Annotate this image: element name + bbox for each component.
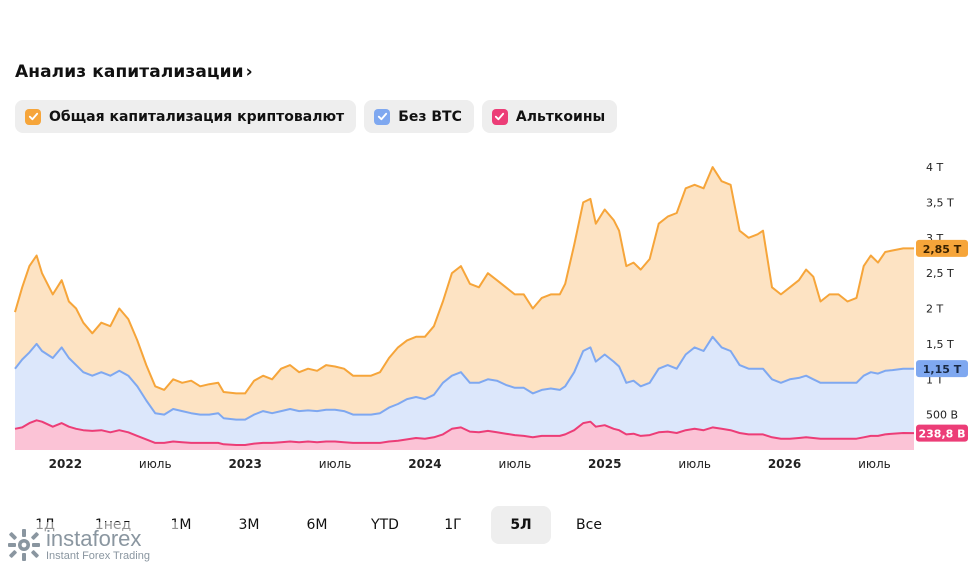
legend: Общая капитализация криптовалют Без BTC … [15,100,618,133]
last-value-label: 238,8 B [918,428,965,441]
x-tick-label: июль [499,457,532,471]
x-tick-label: июль [139,457,172,471]
x-tick-label: 2022 [49,457,82,471]
range-button-5y[interactable]: 5Л [491,506,551,544]
x-tick-label: 2024 [408,457,441,471]
y-tick-label: 2 T [926,303,943,316]
series-area-1 [15,336,914,450]
x-tick-label: 2023 [228,457,261,471]
series-line-1 [14,335,914,421]
market-cap-chart[interactable]: 2022 июль 2023 июль 2024 июль 2025 июль 2026 июль… [0,150,976,480]
legend-toggle-altcoins[interactable]: Альткоины [481,100,618,133]
x-tick-label: июль [319,457,352,471]
chart-title: Анализ капитализации [15,62,244,82]
x-tick-label: июль [858,457,891,471]
last-value-badge [916,424,968,442]
legend-label: Альткоины [515,108,606,125]
watermark: instaforex Instant Forex Trading [0,522,180,568]
y-tick-label: 3,5 T [926,196,954,209]
legend-label: Общая капитализация криптовалют [49,108,345,125]
x-tick-label: 2025 [588,457,621,471]
x-tick-label: июль [678,457,711,471]
checkbox-checked-icon [25,108,41,125]
watermark-name: instaforex [46,526,142,551]
last-value-label: 2,85 T [923,243,962,256]
watermark-tagline: Instant Forex Trading [46,550,150,562]
range-button-all[interactable]: Все [576,517,602,533]
range-button-1y[interactable]: 1Г [444,517,462,533]
series-line-2 [14,419,915,446]
instaforex-logo-icon [8,529,40,561]
series-line-0 [14,166,914,395]
range-button-3m[interactable]: 3М [238,517,260,533]
y-tick-label: 500 B [926,409,958,422]
range-button-ytd[interactable]: YTD [371,517,399,533]
legend-toggle-ex-btc[interactable]: Без BTC [364,100,474,133]
chart-title-link[interactable]: Анализ капитализации › [15,62,253,82]
legend-label: Без BTC [398,108,462,125]
last-value-badge [916,239,968,257]
range-button-6m[interactable]: 6М [306,517,328,533]
checkbox-checked-icon [491,108,508,125]
last-value-badge [916,360,968,378]
y-tick-label: 4 T [926,161,943,174]
x-tick-label: 2026 [768,457,801,471]
y-tick-label: 1,5 T [926,338,954,351]
y-tick-label: 2,5 T [926,267,954,280]
chevron-right-icon: › [245,62,253,82]
checkbox-checked-icon [374,108,391,125]
series-area-2 [15,420,914,450]
legend-toggle-total[interactable]: Общая капитализация криптовалют [15,100,357,133]
last-value-label: 1,15 T [923,363,962,376]
